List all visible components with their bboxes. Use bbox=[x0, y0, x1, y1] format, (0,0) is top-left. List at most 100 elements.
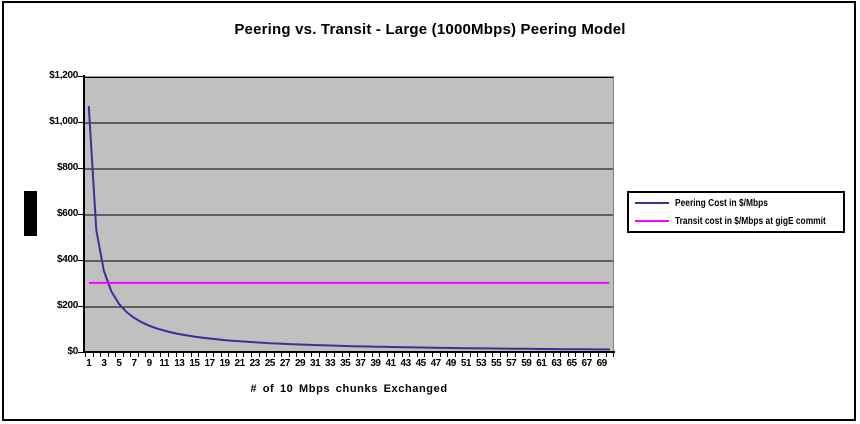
x-tick bbox=[220, 353, 222, 357]
x-tick bbox=[386, 353, 388, 357]
x-tick-label: 27 bbox=[279, 358, 291, 369]
x-tick-label: 13 bbox=[174, 358, 185, 369]
x-tick bbox=[507, 353, 509, 357]
x-tick bbox=[590, 353, 592, 357]
x-tick bbox=[175, 353, 177, 357]
x-tick-label: 45 bbox=[415, 358, 427, 369]
x-tick bbox=[266, 353, 267, 357]
plot-area bbox=[85, 76, 614, 353]
x-tick bbox=[560, 353, 562, 357]
x-tick bbox=[613, 353, 614, 357]
x-tick-label: 59 bbox=[521, 358, 532, 369]
x-tick bbox=[333, 353, 335, 357]
x-tick bbox=[605, 353, 607, 357]
x-tick bbox=[288, 353, 290, 357]
x-tick-label: 23 bbox=[249, 358, 261, 369]
x-tick bbox=[356, 353, 358, 357]
x-tick-label: 21 bbox=[234, 358, 246, 369]
x-tick bbox=[235, 353, 237, 357]
x-tick bbox=[530, 353, 531, 357]
x-tick bbox=[514, 353, 516, 357]
x-tick bbox=[130, 353, 132, 357]
x-tick-label: 37 bbox=[355, 358, 366, 369]
y-tick-label: $800 bbox=[56, 162, 78, 173]
x-tick-label: 63 bbox=[551, 358, 562, 369]
x-tick bbox=[416, 353, 418, 357]
x-tick bbox=[92, 353, 94, 357]
x-tick bbox=[303, 353, 305, 357]
x-tick bbox=[122, 353, 124, 357]
x-tick-label: 35 bbox=[340, 358, 351, 369]
x-tick-label: 3 bbox=[101, 358, 107, 369]
x-tick-label: 29 bbox=[294, 358, 306, 369]
x-tick bbox=[205, 353, 207, 357]
x-tick bbox=[311, 353, 313, 357]
y-tick bbox=[78, 214, 83, 215]
x-tick bbox=[296, 353, 298, 357]
legend-label-peering: Peering Cost in $/Mbps bbox=[675, 197, 768, 210]
legend: Peering Cost in $/Mbps Transit cost in $… bbox=[627, 191, 845, 233]
y-tick bbox=[78, 352, 83, 353]
x-tick bbox=[484, 353, 486, 357]
x-tick-label: 61 bbox=[536, 358, 547, 369]
x-tick bbox=[499, 353, 501, 357]
peering-cost-line bbox=[87, 105, 611, 351]
x-tick-label: 65 bbox=[566, 358, 577, 369]
legend-item-transit: Transit cost in $/Mbps at gigE commit bbox=[629, 213, 843, 229]
x-tick bbox=[326, 353, 328, 357]
x-tick-label: 9 bbox=[146, 358, 153, 369]
x-tick bbox=[462, 353, 464, 357]
y-tick-label: $1,200 bbox=[49, 70, 78, 81]
x-tick-label: 11 bbox=[159, 358, 169, 369]
peering-line-swatch bbox=[635, 202, 669, 205]
x-tick-label: 49 bbox=[445, 358, 457, 369]
x-tick bbox=[575, 353, 577, 357]
x-tick bbox=[250, 353, 252, 357]
x-tick-label: 69 bbox=[596, 358, 608, 369]
x-tick bbox=[371, 353, 373, 357]
x-axis-title: # of 10 Mbps chunks Exchanged bbox=[250, 383, 448, 395]
x-tick bbox=[545, 353, 547, 357]
x-tick-label: 57 bbox=[506, 358, 517, 369]
x-tick-label: 1 bbox=[86, 358, 92, 369]
x-tick-label: 67 bbox=[581, 358, 593, 369]
x-tick-label: 17 bbox=[204, 358, 215, 369]
x-tick bbox=[145, 353, 147, 357]
x-tick bbox=[243, 353, 245, 357]
y-tick bbox=[78, 76, 83, 77]
x-tick-label: 5 bbox=[116, 358, 122, 369]
x-tick-label: 43 bbox=[400, 358, 412, 369]
x-tick bbox=[364, 353, 366, 357]
x-tick bbox=[213, 353, 215, 357]
x-tick bbox=[379, 353, 381, 357]
chart-title: Peering vs. Transit - Large (1000Mbps) P… bbox=[234, 21, 626, 38]
x-axis-line bbox=[83, 351, 615, 353]
x-tick-label: 31 bbox=[310, 358, 321, 369]
x-tick-label: 19 bbox=[219, 358, 230, 369]
x-tick bbox=[273, 353, 275, 357]
y-tick-label: $1,000 bbox=[49, 116, 78, 127]
x-tick bbox=[567, 353, 569, 357]
x-tick bbox=[394, 353, 396, 357]
x-tick bbox=[228, 353, 230, 357]
x-tick-label: 55 bbox=[491, 358, 502, 369]
x-tick bbox=[281, 353, 283, 357]
x-tick bbox=[582, 353, 584, 357]
x-tick bbox=[100, 353, 102, 357]
x-tick-label: 33 bbox=[325, 358, 336, 369]
x-tick bbox=[432, 353, 433, 357]
x-tick bbox=[183, 353, 185, 357]
legend-item-peering: Peering Cost in $/Mbps bbox=[629, 195, 843, 211]
x-tick bbox=[492, 353, 494, 357]
x-tick bbox=[537, 353, 539, 357]
y-tick-label: $0 bbox=[67, 346, 78, 357]
y-tick-label: $200 bbox=[56, 300, 78, 311]
x-tick bbox=[107, 353, 109, 357]
x-tick bbox=[597, 353, 599, 357]
plot-svg bbox=[85, 77, 613, 351]
x-tick bbox=[137, 353, 139, 357]
legend-label-transit: Transit cost in $/Mbps at gigE commit bbox=[675, 214, 826, 227]
x-tick bbox=[341, 353, 343, 357]
y-tick bbox=[78, 306, 83, 307]
x-tick bbox=[401, 353, 403, 357]
